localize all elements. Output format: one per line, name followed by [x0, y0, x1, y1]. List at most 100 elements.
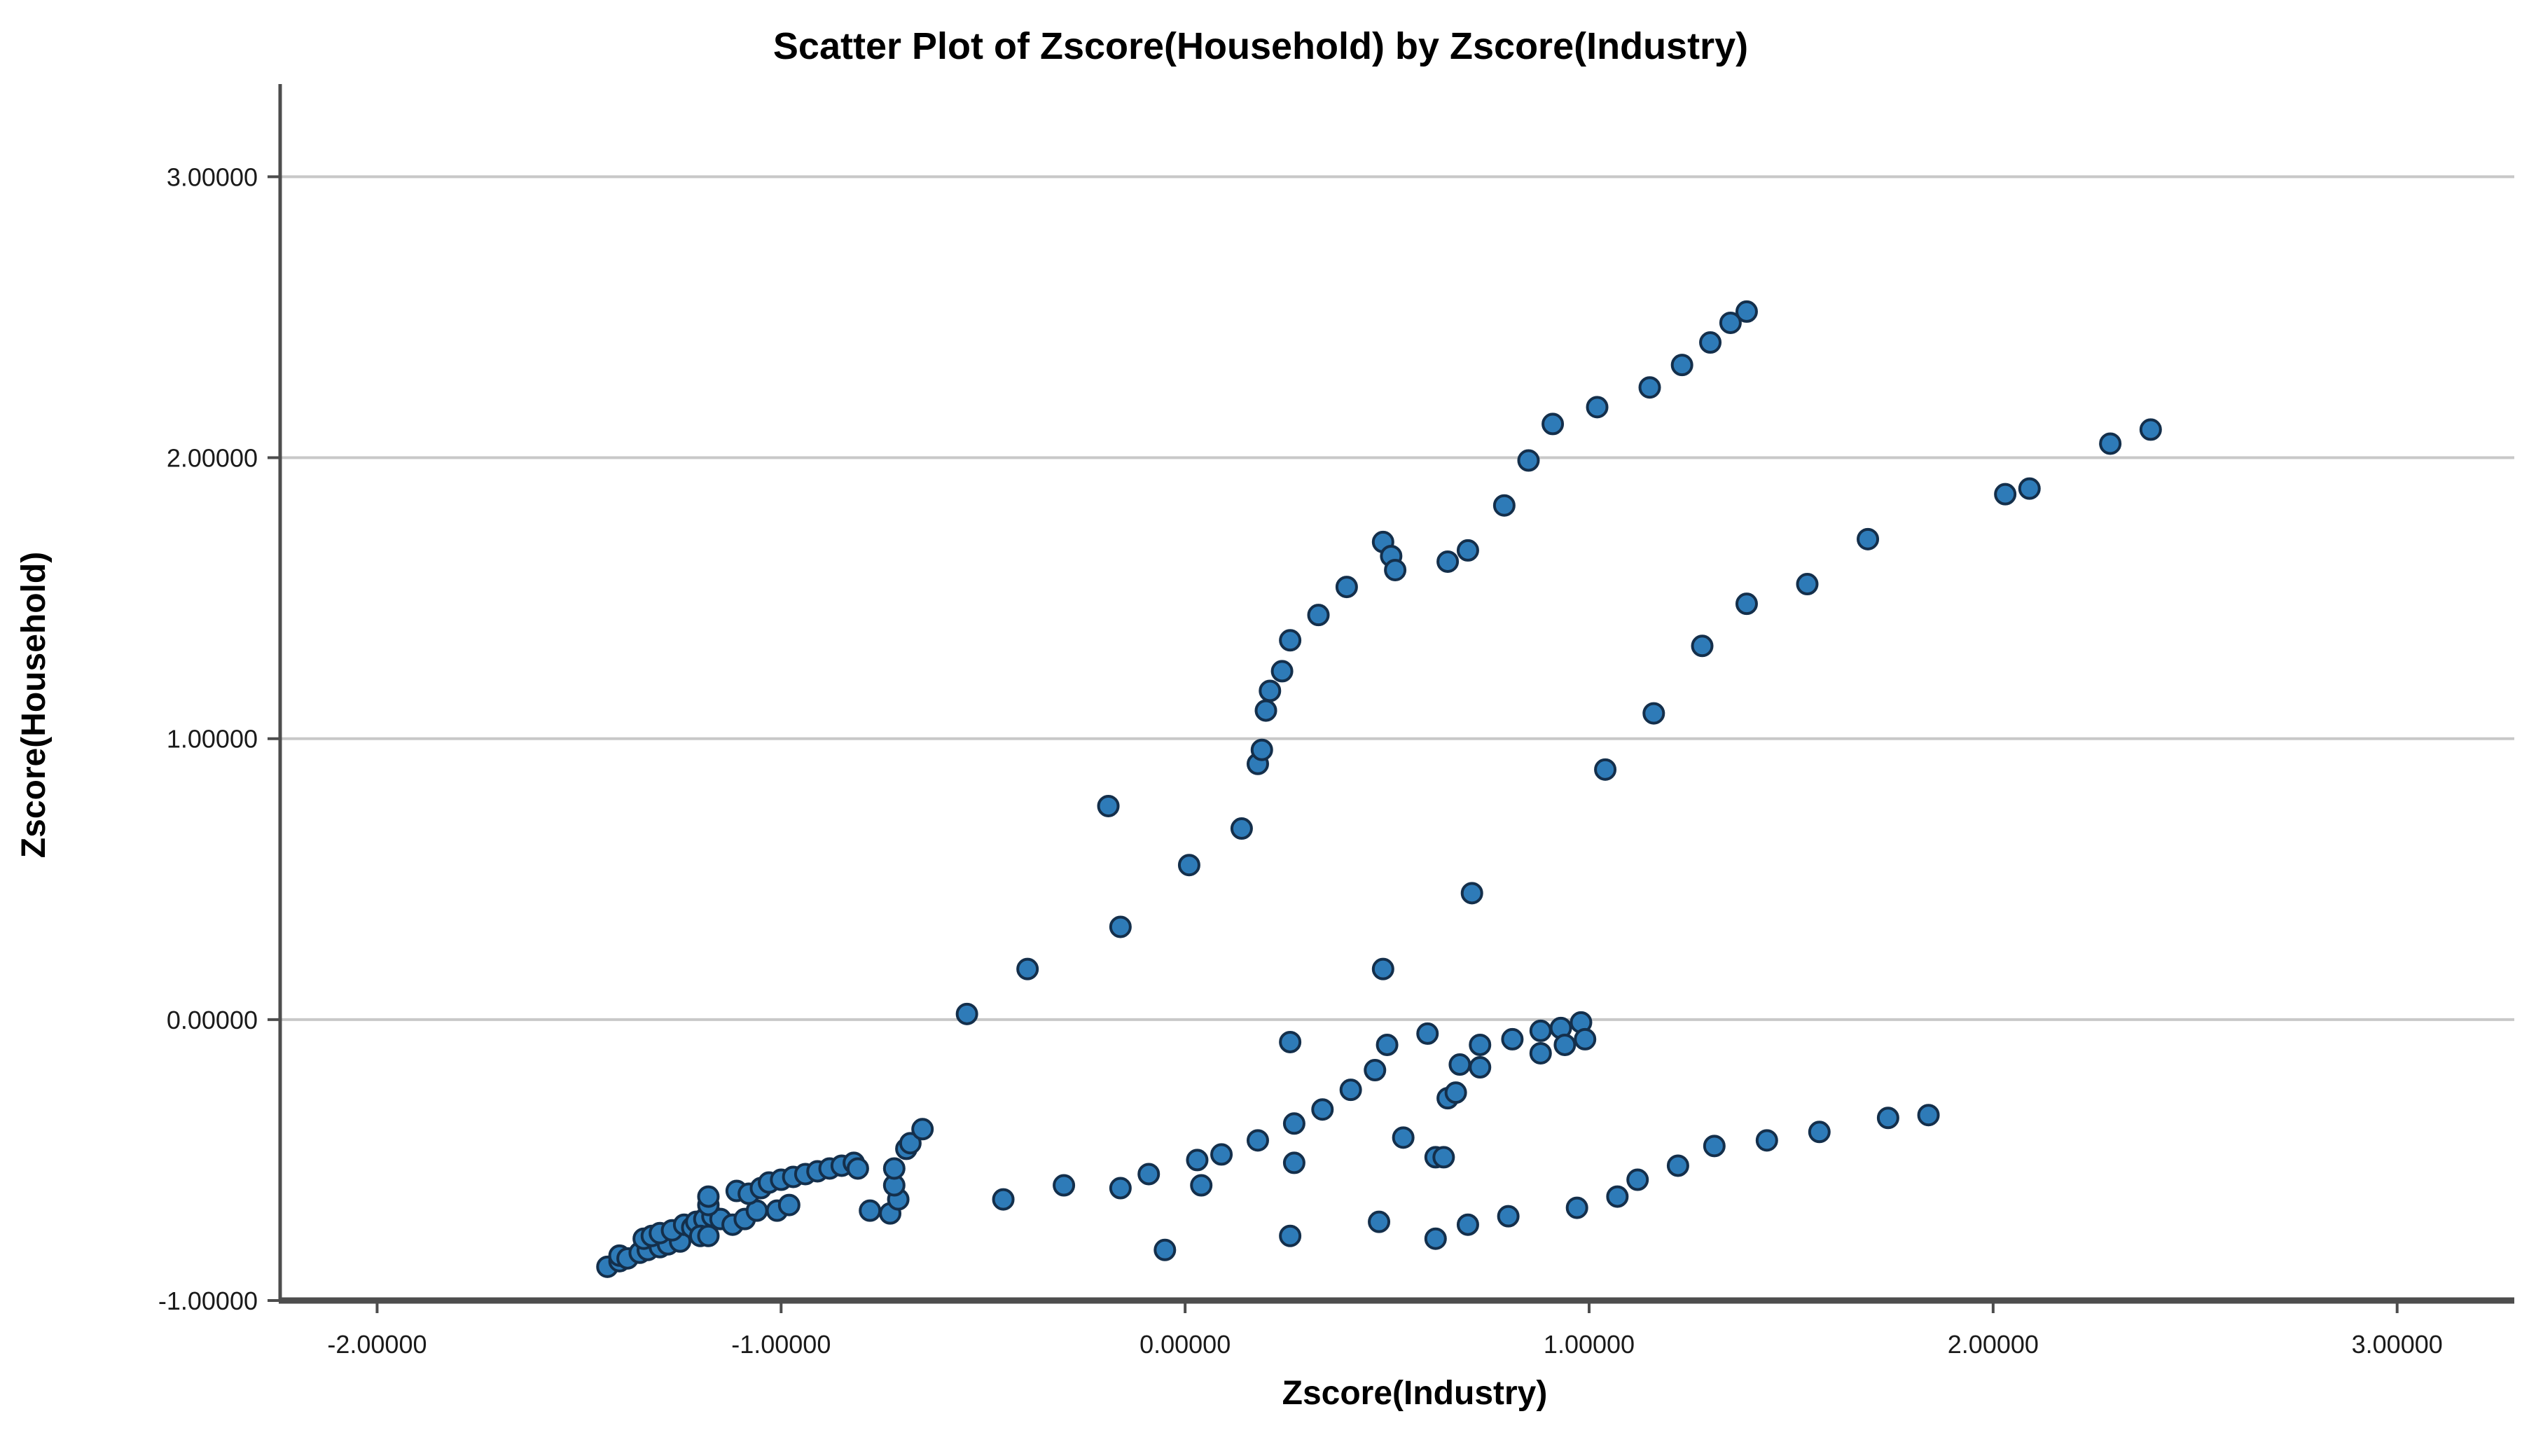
data-point — [846, 1157, 869, 1180]
data-point — [1384, 558, 1407, 581]
data-point — [899, 1132, 922, 1155]
data-point — [1282, 1112, 1305, 1135]
data-point — [1735, 300, 1758, 323]
data-point — [2139, 418, 2162, 441]
data-point — [1444, 1081, 1467, 1104]
data-point — [1876, 1107, 1899, 1130]
data-point — [1857, 527, 1880, 550]
data-point — [1808, 1121, 1831, 1144]
data-point — [1432, 1146, 1455, 1169]
data-point — [1137, 1163, 1160, 1186]
data-point — [1460, 882, 1483, 905]
data-point — [955, 1002, 978, 1025]
data-point — [1501, 1027, 1524, 1051]
data-point — [1392, 1126, 1415, 1149]
data-point — [1368, 1210, 1391, 1233]
data-point — [1279, 629, 1302, 652]
data-point — [1210, 1143, 1233, 1166]
data-point — [1250, 738, 1273, 761]
data-point — [1016, 957, 1039, 980]
data-point — [1691, 635, 1714, 658]
x-tick-label--1: -1.00000 — [731, 1330, 831, 1359]
data-point — [1553, 1033, 1577, 1056]
data-point — [1311, 1098, 1334, 1121]
data-point — [1270, 660, 1294, 683]
data-point — [1424, 1227, 1447, 1250]
data-point — [697, 1185, 720, 1208]
x-tick-label-3: 3.00000 — [2352, 1330, 2443, 1359]
data-point — [1638, 376, 1661, 399]
data-point — [1416, 1022, 1439, 1045]
x-tick-label-2: 2.00000 — [1948, 1330, 2039, 1359]
data-point — [1529, 1041, 1552, 1065]
data-point — [1153, 1238, 1177, 1261]
data-point — [1541, 412, 1565, 436]
data-point — [1586, 396, 1609, 419]
data-point — [697, 1224, 720, 1247]
y-tick-label-0: 0.00000 — [167, 1006, 258, 1034]
data-point — [1186, 1149, 1209, 1172]
data-point — [1335, 576, 1358, 599]
y-axis-label: Zscore(Household) — [15, 552, 53, 858]
data-point — [1371, 957, 1394, 980]
data-point — [1109, 915, 1132, 938]
data-point — [1529, 1019, 1552, 1042]
x-tick-label--2: -2.00000 — [327, 1330, 427, 1359]
data-point — [1594, 758, 1617, 781]
data-point — [1626, 1168, 1649, 1191]
data-point — [1376, 1033, 1399, 1056]
data-point — [1279, 1030, 1302, 1053]
data-point — [1735, 592, 1758, 616]
data-point — [1177, 854, 1200, 877]
data-point — [1254, 699, 1277, 722]
data-point — [1190, 1174, 1213, 1197]
data-point — [1492, 494, 1516, 517]
data-point — [1517, 449, 1540, 472]
data-point — [1699, 331, 1722, 354]
data-point — [1755, 1129, 1778, 1152]
data-point — [1642, 702, 1665, 725]
x-tick-label-1: 1.00000 — [1544, 1330, 1635, 1359]
data-point — [1469, 1033, 1492, 1056]
data-point — [1230, 817, 1253, 840]
data-point — [777, 1193, 801, 1216]
data-point — [2018, 477, 2041, 500]
data-point — [1994, 483, 2017, 506]
data-point — [1703, 1135, 1726, 1158]
data-point — [1796, 573, 1819, 596]
y-tick-label--1: -1.00000 — [158, 1287, 258, 1315]
data-point — [1670, 354, 1693, 377]
data-point — [1456, 1213, 1479, 1236]
data-point — [1719, 311, 1742, 334]
x-axis-label: Zscore(Industry) — [1282, 1375, 1548, 1412]
y-tick-label-1: 1.00000 — [167, 725, 258, 754]
data-point — [1307, 604, 1330, 627]
data-point — [1279, 1224, 1302, 1247]
data-point — [1448, 1053, 1471, 1076]
data-point — [1469, 1056, 1492, 1079]
data-point — [1282, 1151, 1305, 1174]
data-point — [1109, 1177, 1132, 1200]
data-point — [1259, 679, 1282, 702]
data-point — [1497, 1205, 1520, 1228]
data-point — [1053, 1174, 1076, 1197]
data-point — [1574, 1027, 1597, 1051]
y-tick-label-3: 3.00000 — [167, 162, 258, 191]
data-point — [1917, 1104, 1940, 1127]
data-point — [1565, 1196, 1588, 1219]
data-point — [859, 1199, 882, 1222]
data-point — [1456, 539, 1479, 562]
data-point — [1666, 1154, 1689, 1177]
data-point — [882, 1157, 906, 1180]
x-tick-label-0: 0.00000 — [1139, 1330, 1231, 1359]
data-point — [1339, 1079, 1362, 1102]
data-point — [2099, 432, 2122, 455]
data-point — [992, 1188, 1015, 1211]
data-point — [1097, 794, 1120, 817]
y-tick-label-2: 2.00000 — [167, 444, 258, 473]
data-point — [911, 1118, 934, 1141]
data-point — [1606, 1185, 1629, 1208]
